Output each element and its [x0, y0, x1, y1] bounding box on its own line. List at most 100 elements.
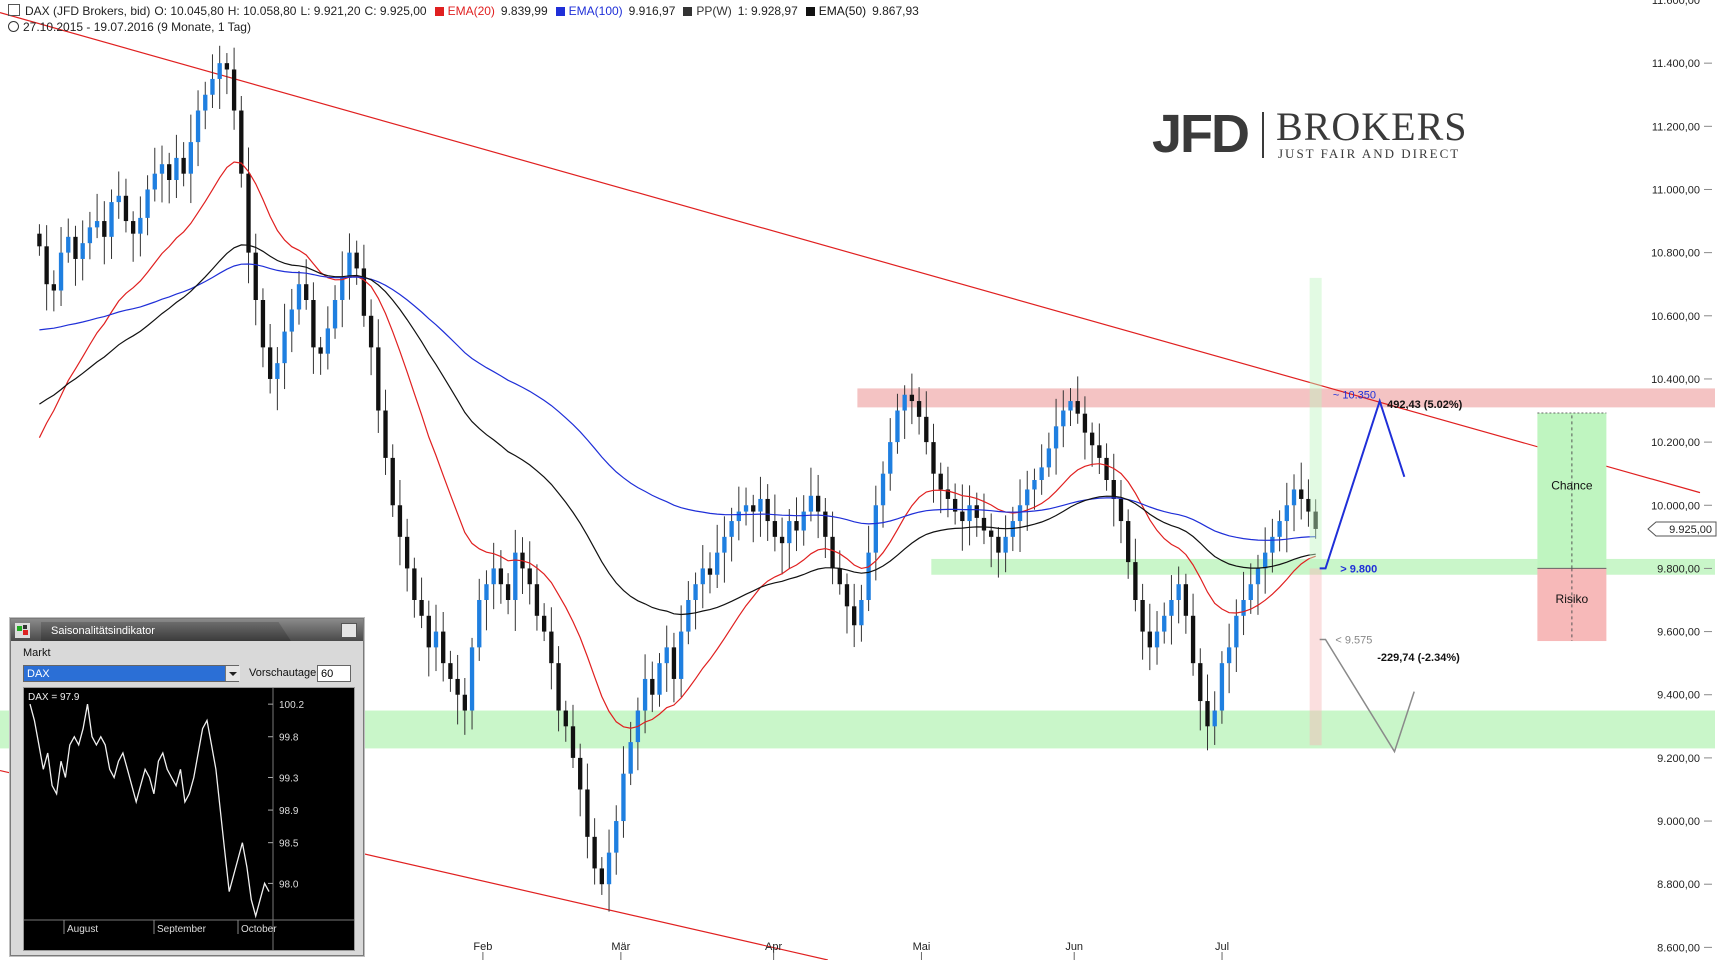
candle-body	[513, 552, 518, 600]
app-icon	[15, 623, 30, 638]
candle-body	[614, 821, 619, 853]
candle-body	[1176, 584, 1181, 600]
candle-body	[1126, 521, 1131, 563]
market-label: Markt	[23, 647, 51, 659]
candle-body	[1097, 445, 1102, 458]
dropdown-arrow-icon[interactable]	[225, 666, 240, 681]
indicator-swatch	[434, 7, 444, 16]
candle-body	[1169, 600, 1174, 616]
candle-body	[462, 694, 467, 711]
seasonality-window[interactable]: Saisonalitätsindikator Markt DAX Vorscha…	[10, 618, 364, 956]
season-xtick-label: September	[157, 924, 207, 935]
candle-body	[859, 600, 864, 626]
candle-body	[794, 521, 799, 531]
candle-body	[938, 473, 943, 490]
y-tick-label: 9.000,00	[1657, 816, 1700, 828]
clock-icon	[8, 21, 19, 32]
candle-body	[361, 268, 367, 316]
x-tick-label: Mai	[913, 941, 931, 953]
candle-body	[1255, 568, 1261, 585]
window-minimize-button[interactable]	[341, 623, 357, 638]
y-tick-label: 8.800,00	[1657, 879, 1700, 891]
candle-body	[952, 498, 958, 512]
candle-body	[332, 300, 338, 329]
candle-body	[469, 647, 475, 711]
candle-body	[743, 505, 749, 512]
risk-label: Risiko	[1556, 592, 1589, 606]
candle-body	[1075, 401, 1080, 414]
forecast-days-input[interactable]: 60	[317, 665, 351, 682]
candle-body	[823, 511, 828, 537]
candle-body	[815, 495, 821, 512]
price-zone	[931, 558, 1715, 575]
ohlc-item: DAX (JFD Brokers, bid)	[25, 4, 151, 18]
candle-body	[181, 157, 186, 174]
candle-body	[671, 647, 677, 679]
window-title-tab[interactable]: Saisonalitätsindikator	[41, 622, 291, 641]
candle-body	[368, 315, 374, 348]
x-tick-label: Jul	[1215, 941, 1229, 953]
candle-body	[642, 678, 648, 711]
current-price-label: 9.925,00	[1669, 524, 1712, 536]
current-price-marker	[1647, 521, 1717, 537]
ema20-line	[38, 161, 1316, 729]
ohlc-item: L: 9.921,20	[300, 4, 361, 18]
candle-body	[1082, 413, 1088, 433]
candle-body	[174, 157, 179, 180]
candlesticks	[37, 45, 1318, 912]
candle-body	[1205, 701, 1210, 727]
candle-body	[628, 742, 633, 774]
candle-body	[1263, 552, 1268, 569]
x-tick-label: Feb	[473, 941, 492, 953]
window-titlebar[interactable]: Saisonalitätsindikator	[11, 619, 363, 641]
candle-body	[1046, 448, 1052, 468]
candle-body	[231, 69, 237, 111]
candle-body	[383, 410, 388, 458]
candle-body	[931, 442, 936, 474]
season-line	[29, 703, 270, 919]
logo-divider	[1262, 112, 1264, 158]
candle-body	[945, 489, 951, 499]
season-ytick-label: 98.0	[279, 879, 299, 890]
season-ytick-label: 99.3	[279, 773, 299, 784]
trade-plan: ~ 10.350 > 9.800 < 9.575 492,43 (5.02%) -229…	[1309, 277, 1607, 754]
candle-body	[253, 252, 258, 300]
y-top-label: 11.600,00	[1652, 0, 1700, 7]
indicator-item: EMA(20) 9.839,99	[434, 4, 552, 18]
candle-body	[1248, 584, 1253, 600]
candle-body	[722, 536, 727, 553]
candle-body	[895, 410, 900, 443]
candle-body	[592, 836, 597, 869]
candle-body	[1140, 600, 1145, 632]
market-dropdown[interactable]: DAX	[23, 665, 239, 682]
candle-body	[606, 852, 612, 885]
indicator-value: 9.839,99	[500, 4, 548, 18]
candle-body	[960, 511, 965, 522]
candle-body	[397, 505, 403, 537]
candle-body	[1198, 663, 1203, 702]
season-legend: DAX = 97.9	[28, 692, 80, 703]
candle-body	[1053, 426, 1059, 449]
x-tick-label: Jun	[1065, 941, 1083, 953]
indicator-item: EMA(100) 9.916,97	[555, 4, 680, 18]
candle-body	[585, 789, 590, 837]
y-tick-label: 11.400,00	[1652, 58, 1700, 70]
candle-body	[1133, 562, 1138, 600]
date-range-text: 27.10.2015 - 19.07.2016 (9 Monate, 1 Tag…	[23, 20, 251, 34]
candle-body	[87, 227, 93, 244]
candle-body	[1306, 498, 1311, 512]
price-zone	[857, 388, 1715, 408]
y-tick-label: 8.600,00	[1657, 942, 1700, 954]
candle-body	[534, 584, 540, 616]
risk-value: -229,74 (-2.34%)	[1377, 652, 1460, 664]
candle-body	[578, 757, 583, 790]
candle-body	[1183, 584, 1189, 616]
candle-body	[1219, 663, 1225, 711]
candle-body	[116, 195, 121, 203]
stop-annotation: < 9.575	[1335, 634, 1372, 646]
candle-body	[880, 473, 886, 506]
candle-body	[94, 221, 100, 228]
candle-body	[1162, 615, 1167, 632]
candle-body	[650, 678, 655, 695]
